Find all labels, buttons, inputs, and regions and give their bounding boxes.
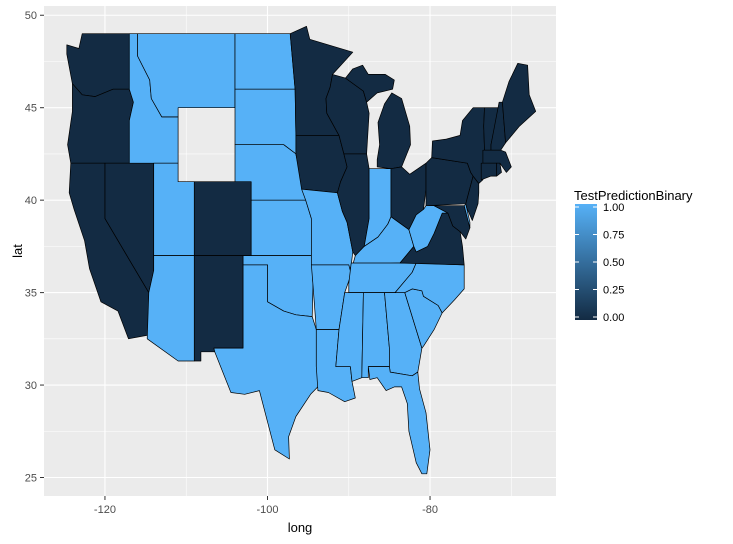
legend-label: 0.00 — [603, 312, 624, 324]
region-connecticut — [480, 162, 498, 181]
y-tick-label: 30 — [25, 380, 37, 392]
legend-ticks: 1.00 0.75 0.50 0.25 0.00 — [575, 202, 624, 324]
legend-title: TestPredictionBinary — [574, 188, 693, 203]
y-tick-label: 40 — [25, 195, 37, 207]
x-axis-title: long — [288, 520, 313, 535]
region-rhode-island — [496, 162, 502, 177]
legend-label: 0.50 — [603, 257, 624, 269]
legend: TestPredictionBinary 1.00 0.75 0.50 0.25 0.0… — [574, 188, 693, 324]
x-tick-label: -120 — [94, 504, 116, 516]
region-mississippi — [335, 292, 364, 382]
region-florida — [367, 366, 431, 475]
region-alabama — [361, 292, 390, 379]
region-michigan-upper — [345, 64, 395, 103]
y-axis: 25 30 35 40 45 50 — [25, 10, 44, 485]
legend-label: 1.00 — [603, 202, 624, 214]
y-tick-label: 25 — [25, 473, 37, 485]
region-colorado — [193, 181, 252, 256]
region-new-mexico — [193, 255, 244, 362]
y-axis-title: lat — [10, 244, 25, 258]
region-south-dakota — [234, 88, 297, 155]
region-maine — [502, 62, 537, 144]
x-tick-label: -100 — [256, 504, 278, 516]
region-iowa — [295, 135, 348, 194]
region-kansas — [250, 199, 312, 256]
y-tick-label: 35 — [25, 288, 37, 300]
map-regions — [66, 25, 537, 475]
region-north-dakota — [234, 33, 296, 90]
legend-colorbar — [575, 204, 597, 320]
region-delaware — [463, 203, 471, 229]
legend-label: 0.75 — [603, 230, 624, 242]
y-tick-label: 50 — [25, 10, 37, 22]
legend-label: 0.25 — [603, 285, 624, 297]
x-axis: -120 -100 -80 — [94, 496, 438, 516]
region-pennsylvania — [425, 157, 474, 207]
region-west-virginia — [408, 205, 449, 253]
x-tick-label: -80 — [422, 504, 438, 516]
region-oregon — [67, 83, 134, 164]
region-wisconsin — [325, 74, 370, 155]
y-tick-label: 45 — [25, 103, 37, 115]
